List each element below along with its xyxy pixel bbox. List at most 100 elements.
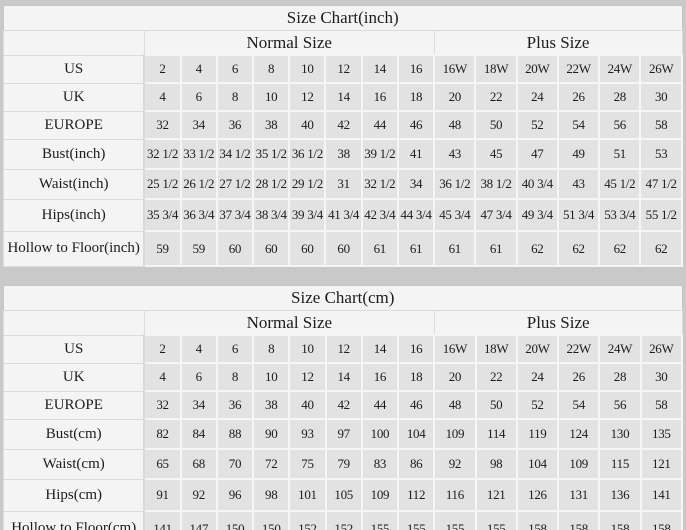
size-value-cell: 38 1/2 bbox=[474, 168, 518, 200]
size-value-cell: 79 bbox=[324, 448, 363, 480]
size-value-cell: 10 bbox=[288, 334, 327, 364]
size-value-cell: 82 bbox=[143, 418, 182, 450]
size-value-cell: 32 1/2 bbox=[143, 138, 182, 170]
size-value-cell: 50 bbox=[474, 390, 518, 420]
size-value-cell: 36 1/2 bbox=[433, 168, 477, 200]
size-group-header: Normal Size bbox=[143, 30, 435, 56]
size-value-cell: 60 bbox=[324, 230, 363, 267]
row-label: EUROPE bbox=[3, 110, 146, 140]
size-value-cell: 43 bbox=[433, 138, 477, 170]
row-label: US bbox=[3, 334, 146, 364]
chart-title: Size Chart(cm) bbox=[3, 285, 682, 311]
size-value-cell: 29 1/2 bbox=[288, 168, 327, 200]
chart-title: Size Chart(inch) bbox=[3, 5, 682, 31]
row-label: Hips(cm) bbox=[3, 478, 146, 512]
size-value-cell: 60 bbox=[215, 230, 255, 267]
table-row: Bust(inch) 32 1/2 33 1/2 34 1/2 35 1/2 36 1/2… bbox=[3, 138, 683, 170]
table-row: Bust(cm) 82 84 88 90 93 97 100 104 109 114 119 124 13… bbox=[3, 418, 684, 450]
size-value-cell: 4 bbox=[179, 54, 218, 84]
size-value-cell: 38 bbox=[252, 110, 291, 140]
size-value-cell: 58 bbox=[639, 110, 683, 140]
row-label: Waist(cm) bbox=[3, 448, 146, 480]
table-row: Hollow to Floor(inch) 59 59 60 60 60 60 61 61 61 6… bbox=[3, 230, 683, 267]
size-value-cell: 18 bbox=[396, 82, 436, 112]
size-value-cell: 136 bbox=[598, 478, 642, 512]
size-value-cell: 24W bbox=[598, 334, 642, 364]
table-row: UK 4 6 8 10 12 14 16 18 20 22 24 26 28 30 bbox=[3, 82, 683, 112]
size-value-cell: 45 1/2 bbox=[598, 168, 642, 200]
size-value-cell: 48 bbox=[433, 390, 477, 420]
size-value-cell: 54 bbox=[556, 110, 601, 140]
size-value-cell: 6 bbox=[179, 82, 218, 112]
size-value-cell: 61 bbox=[396, 230, 436, 267]
size-value-cell: 26 1/2 bbox=[179, 168, 218, 200]
row-label: EUROPE bbox=[3, 390, 146, 420]
row-label: UK bbox=[3, 362, 146, 392]
size-value-cell: 119 bbox=[515, 418, 560, 450]
size-value-cell: 51 bbox=[598, 138, 642, 170]
size-value-cell: 43 bbox=[556, 168, 601, 200]
size-value-cell: 52 bbox=[515, 390, 560, 420]
size-value-cell: 20 bbox=[433, 362, 477, 392]
row-label: UK bbox=[3, 82, 146, 112]
size-value-cell: 90 bbox=[252, 418, 291, 450]
size-value-cell: 70 bbox=[215, 448, 255, 480]
size-value-cell: 98 bbox=[474, 448, 518, 480]
size-value-cell: 75 bbox=[288, 448, 327, 480]
size-value-cell: 24 bbox=[515, 82, 559, 112]
size-value-cell: 96 bbox=[215, 478, 255, 512]
size-value-cell: 61 bbox=[433, 230, 477, 267]
size-value-cell: 109 bbox=[557, 448, 601, 480]
size-value-cell: 126 bbox=[515, 478, 560, 512]
size-value-cell: 12 bbox=[324, 334, 363, 364]
size-value-cell: 84 bbox=[179, 418, 218, 450]
table-row: EUROPE 32 34 36 38 40 42 44 46 48 50 52 54 56 58 bbox=[3, 110, 683, 140]
size-value-cell: 36 bbox=[215, 110, 255, 140]
table-row: Hips(cm) 91 92 96 98 101 105 109 112 116 121 126 131… bbox=[3, 478, 684, 512]
size-value-cell: 14 bbox=[360, 334, 400, 364]
size-value-cell: 104 bbox=[397, 418, 436, 450]
size-value-cell: 30 bbox=[639, 362, 684, 392]
size-value-cell: 14 bbox=[324, 82, 363, 112]
size-value-cell: 20W bbox=[515, 54, 559, 84]
size-value-cell: 46 bbox=[396, 110, 436, 140]
chart-title-row: Size Chart(inch) bbox=[3, 5, 682, 31]
size-value-cell: 46 bbox=[397, 390, 436, 420]
size-value-cell: 49 bbox=[556, 138, 601, 170]
size-value-cell: 55 1/2 bbox=[639, 198, 683, 232]
size-value-cell: 58 bbox=[639, 390, 684, 420]
size-value-cell: 47 1/2 bbox=[639, 168, 683, 200]
size-value-cell: 37 3/4 bbox=[215, 198, 255, 232]
size-value-cell: 4 bbox=[179, 334, 218, 364]
size-value-cell: 44 3/4 bbox=[396, 198, 436, 232]
size-value-cell: 38 bbox=[324, 138, 363, 170]
size-value-cell: 65 bbox=[143, 448, 182, 480]
size-value-cell: 150 bbox=[252, 510, 291, 530]
size-value-cell: 42 bbox=[324, 390, 363, 420]
size-value-cell: 41 bbox=[396, 138, 436, 170]
size-value-cell: 72 bbox=[252, 448, 291, 480]
size-value-cell: 16 bbox=[397, 334, 436, 364]
size-value-cell: 109 bbox=[433, 418, 477, 450]
size-value-cell: 131 bbox=[557, 478, 601, 512]
size-value-cell: 62 bbox=[556, 230, 601, 267]
size-chart-table-inch: Size Chart(inch) Normal Size Plus Size US 2 4… bbox=[3, 5, 683, 267]
size-value-cell: 44 bbox=[360, 110, 399, 140]
table-row: US 2 4 6 8 10 12 14 16 16W 18W 20W 22W 24W 26W bbox=[3, 54, 683, 84]
size-value-cell: 33 1/2 bbox=[179, 138, 218, 170]
size-value-cell: 18W bbox=[474, 334, 518, 364]
table-row: Hollow to Floor(cm) 141 147 150 150 152 152 155… bbox=[3, 510, 684, 530]
size-value-cell: 88 bbox=[215, 418, 255, 450]
size-value-cell: 12 bbox=[288, 362, 327, 392]
size-value-cell: 86 bbox=[397, 448, 436, 480]
size-value-cell: 45 bbox=[474, 138, 518, 170]
size-value-cell: 25 1/2 bbox=[143, 168, 182, 200]
size-value-cell: 155 bbox=[360, 510, 400, 530]
size-value-cell: 42 3/4 bbox=[360, 198, 399, 232]
size-value-cell: 158 bbox=[515, 510, 560, 530]
size-value-cell: 40 3/4 bbox=[515, 168, 559, 200]
size-value-cell: 12 bbox=[324, 54, 363, 84]
size-value-cell: 114 bbox=[474, 418, 518, 450]
size-value-cell: 54 bbox=[557, 390, 601, 420]
